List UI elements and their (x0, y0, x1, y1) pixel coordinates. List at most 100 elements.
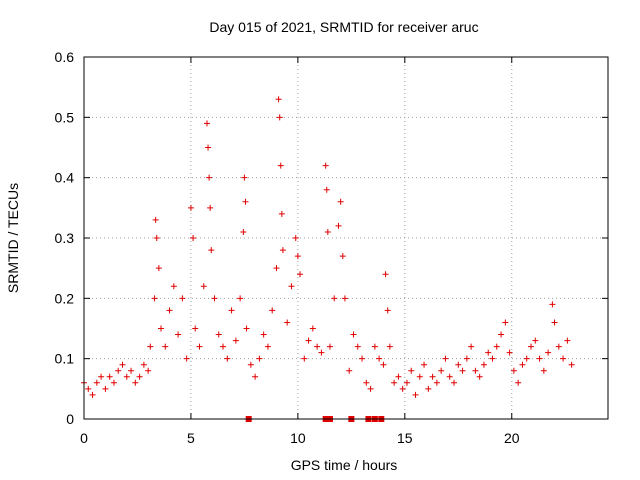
data-point (294, 253, 301, 260)
data-point (93, 379, 100, 386)
x-tick-label: 10 (290, 430, 306, 446)
x-tick-label: 5 (187, 430, 195, 446)
data-point (243, 325, 250, 332)
data-point (545, 349, 552, 356)
data-point (279, 247, 286, 254)
data-point (205, 144, 212, 151)
data-points (81, 96, 575, 422)
data-point (166, 307, 173, 314)
data-point (523, 355, 530, 362)
data-point (555, 343, 562, 350)
data-point (190, 235, 197, 241)
data-point (152, 216, 159, 223)
y-tick-label: 0 (66, 411, 74, 427)
data-point (132, 379, 139, 386)
data-point (350, 331, 357, 338)
chart-title: Day 015 of 2021, SRMTID for receiver aru… (209, 19, 478, 35)
data-point (376, 355, 383, 362)
data-point (115, 367, 122, 374)
data-point (472, 367, 479, 374)
data-point (510, 367, 517, 374)
data-point (485, 349, 492, 356)
data-point (273, 265, 280, 272)
data-point (85, 385, 92, 392)
data-point (318, 349, 325, 356)
data-point (179, 295, 186, 302)
data-point (489, 355, 496, 362)
y-tick-label: 0.2 (55, 290, 75, 306)
data-point (416, 373, 423, 380)
data-point (568, 361, 575, 368)
data-point (551, 319, 558, 326)
data-point (292, 235, 299, 241)
x-tick-label: 0 (80, 430, 88, 446)
y-tick-label: 0.6 (55, 49, 75, 65)
data-point (102, 385, 109, 392)
y-axis-label: SRMTID / TECUs (5, 183, 21, 293)
data-point (297, 271, 304, 278)
data-point (502, 319, 509, 326)
data-point (241, 174, 248, 181)
axis-ticks (83, 56, 608, 420)
data-point (147, 343, 154, 350)
data-point (455, 361, 462, 368)
data-point (237, 295, 244, 302)
data-point (323, 186, 330, 193)
data-point (468, 343, 475, 350)
data-point (403, 379, 410, 386)
data-point (309, 325, 316, 332)
data-point (187, 204, 194, 211)
data-point (354, 343, 361, 350)
data-point (519, 361, 526, 368)
data-point (493, 343, 500, 350)
data-point (359, 355, 366, 362)
data-point (264, 343, 271, 350)
data-point (528, 343, 535, 350)
data-point (371, 343, 378, 350)
data-point (425, 385, 432, 392)
data-point (110, 379, 117, 386)
x-axis-label: GPS time / hours (291, 457, 398, 473)
data-point (459, 367, 466, 374)
data-point (215, 331, 222, 338)
data-point (433, 379, 440, 386)
data-point (305, 337, 312, 344)
data-point (247, 361, 254, 368)
data-point (536, 355, 543, 362)
data-point (367, 385, 374, 392)
data-point (506, 349, 513, 356)
data-point (151, 295, 158, 302)
data-point (341, 295, 348, 302)
data-point (128, 367, 135, 374)
tick-labels: 0 5 10 15 20 0 0.1 0.2 0.3 0.4 0.5 0.6 (55, 49, 520, 446)
data-point (463, 355, 470, 362)
data-point (532, 337, 539, 344)
data-point (395, 373, 402, 380)
data-point (339, 253, 346, 260)
data-point (153, 235, 160, 241)
data-point (429, 373, 436, 380)
data-point (476, 373, 483, 380)
data-point (277, 162, 284, 169)
data-point (155, 265, 162, 272)
data-point (276, 114, 283, 121)
data-point (175, 331, 182, 338)
data-point (382, 271, 389, 278)
x-tick-label: 15 (397, 430, 413, 446)
data-point (301, 355, 308, 362)
data-point (252, 373, 259, 380)
data-point (203, 120, 210, 127)
data-point (412, 391, 419, 398)
data-point (275, 96, 282, 103)
data-point (242, 198, 249, 205)
data-point (549, 301, 556, 308)
y-tick-label: 0.3 (55, 230, 75, 246)
data-point (260, 331, 267, 338)
data-point (408, 367, 415, 374)
y-tick-label: 0.1 (55, 351, 75, 367)
data-point (498, 331, 505, 338)
data-point (314, 343, 321, 350)
data-point (324, 228, 331, 235)
data-point (196, 343, 203, 350)
